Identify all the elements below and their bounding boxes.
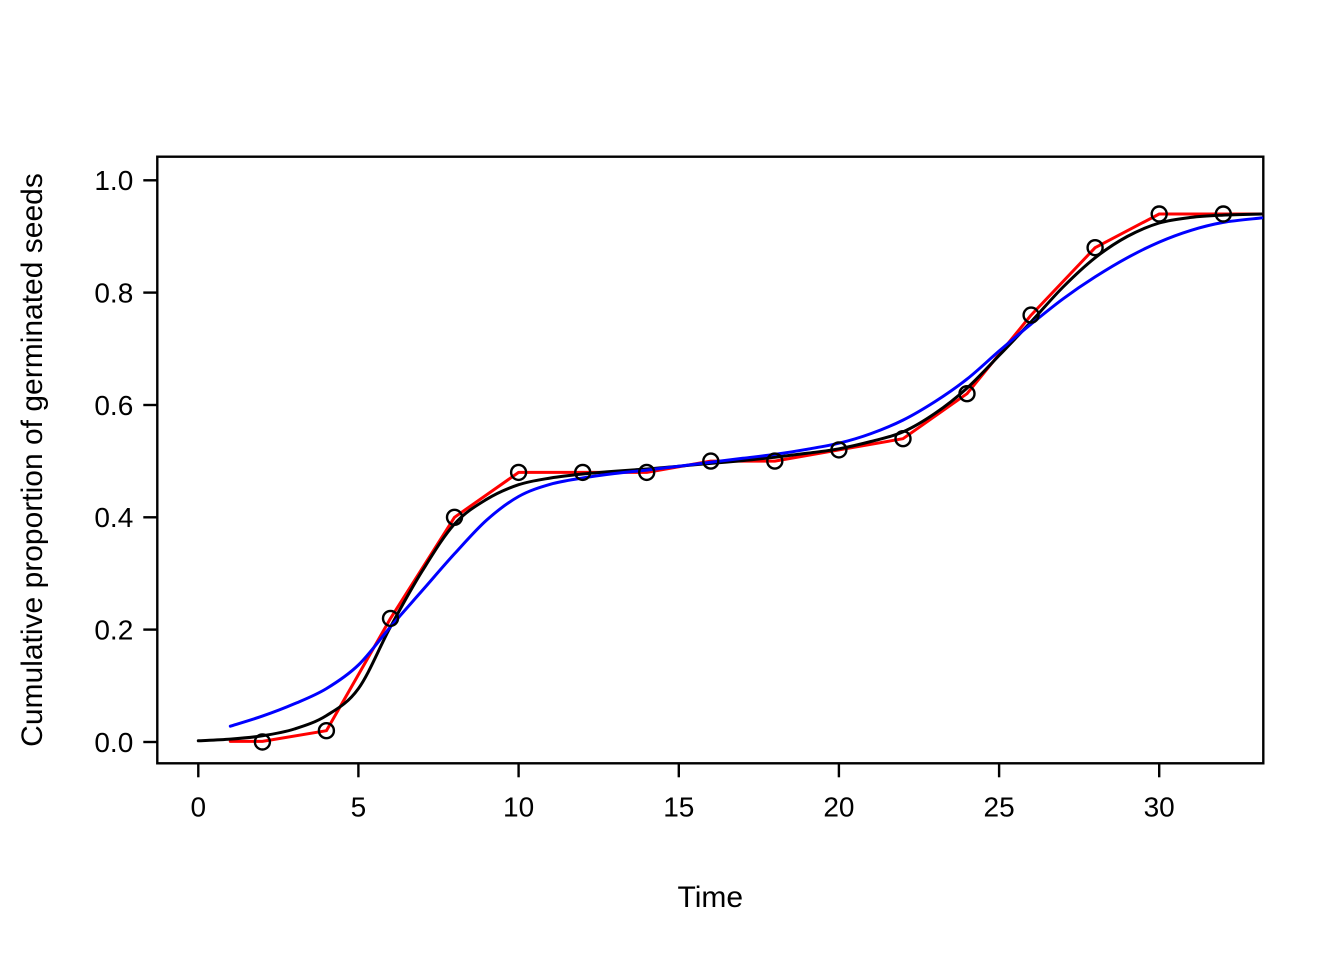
- data-point-marker: [894, 430, 912, 448]
- x-axis-ticks: 0 5 10 15 20 25 30: [191, 763, 1175, 822]
- data-point-marker: [638, 463, 656, 482]
- x-axis-title: Time: [678, 881, 744, 914]
- x-tick-label: 10: [503, 791, 534, 822]
- y-tick-label: 0.8: [94, 277, 133, 308]
- series-lines: [196, 212, 1264, 743]
- y-tick-label: 0.2: [94, 614, 133, 645]
- data-point-marker: [317, 722, 336, 740]
- data-point-marker: [830, 441, 848, 459]
- data-point-marker: [509, 463, 528, 482]
- x-tick-label: 20: [823, 791, 854, 822]
- data-point-marker: [766, 452, 784, 470]
- data-point-marker: [1214, 205, 1233, 223]
- data-point-marker: [702, 452, 720, 470]
- data-point-marker: [253, 733, 272, 751]
- data-point-marker: [1022, 306, 1040, 324]
- data-point-marker: [1150, 205, 1168, 223]
- fitted-curve-black: [196, 212, 1264, 743]
- y-tick-label: 0.4: [94, 502, 133, 533]
- plot-border: [156, 155, 1265, 765]
- y-axis-title: Cumulative proportion of germinated seed…: [16, 173, 49, 747]
- x-tick-label: 30: [1144, 791, 1175, 822]
- y-tick-label: 1.0: [94, 165, 133, 196]
- data-point-marker: [381, 609, 400, 628]
- data-point-marker: [958, 385, 976, 403]
- observed-connecting-line: [228, 212, 1264, 743]
- series-points: [253, 205, 1233, 751]
- fitted-curve-blue: [228, 216, 1264, 728]
- data-point-marker: [445, 508, 464, 526]
- x-tick-label: 25: [984, 791, 1015, 822]
- y-axis-ticks: 0.0 0.2 0.4 0.6 0.8 1.0: [94, 165, 158, 758]
- x-tick-label: 5: [351, 791, 367, 822]
- y-tick-label: 0.6: [94, 390, 133, 421]
- data-point-marker: [1086, 238, 1104, 257]
- x-tick-label: 15: [663, 791, 694, 822]
- data-point-marker: [574, 463, 592, 482]
- x-tick-label: 0: [191, 791, 207, 822]
- y-tick-label: 0.0: [94, 727, 133, 758]
